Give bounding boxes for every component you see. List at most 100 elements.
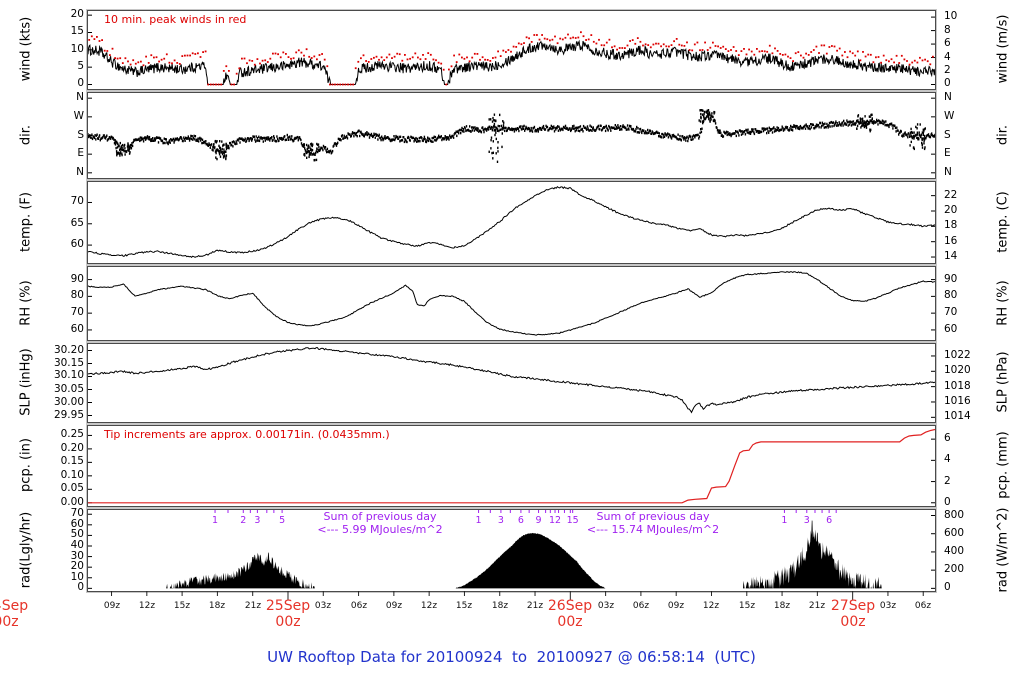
tick-label-right-rad: 600 [944, 527, 965, 539]
x-date-label-27Sep: 27Sep 00z [809, 598, 897, 630]
tick-label-right-wind: 8 [944, 24, 951, 36]
tick-label-right-slp: 1022 [944, 349, 971, 361]
pcp-tip-note: Tip increments are approx. 0.00171in. (0… [104, 428, 390, 441]
tick-label-left-wind: 20 [70, 8, 84, 20]
x-date-label-25Sep: 25Sep 00z [244, 598, 332, 630]
tick-label-left-dir: W [73, 110, 84, 122]
axis-title-left-rad: rad(Lgly/hr) [18, 511, 34, 588]
x-hour-label: 15z [173, 601, 191, 611]
tick-label-right-slp: 1018 [944, 380, 971, 392]
x-date-label-date: 25Sep [265, 598, 311, 614]
panel-rh-plot [88, 271, 935, 336]
x-hour-label: 09z [667, 601, 685, 611]
svg-text:15: 15 [567, 515, 579, 526]
tick-label-right-slp: 1016 [944, 395, 971, 407]
x-hour-label: 06z [350, 601, 368, 611]
tick-label-left-slp: 30.10 [53, 369, 84, 381]
svg-text:5: 5 [279, 515, 285, 526]
x-date-label-date: 26Sep [547, 598, 593, 614]
x-hour-label: 21z [526, 601, 544, 611]
tick-label-left-temp: 70 [70, 195, 84, 207]
x-hour-label: 18z [773, 601, 791, 611]
tick-label-right-rad: 200 [944, 563, 965, 575]
x-hour-label: 06z [914, 601, 932, 611]
x-hour-label: 21z [808, 601, 826, 611]
svg-text:3: 3 [498, 515, 504, 526]
tick-label-left-dir: S [77, 129, 84, 141]
tick-label-right-slp: 1020 [944, 364, 971, 376]
panel-temp-plot [88, 186, 935, 258]
x-hour-label: 18z [491, 601, 509, 611]
svg-text:9: 9 [536, 515, 542, 526]
x-axis [87, 590, 936, 609]
x-hour-label: 15z [455, 601, 473, 611]
svg-text:3: 3 [254, 515, 260, 526]
x-date-label-time: 00z [840, 614, 866, 630]
tick-label-right-rh: 80 [944, 289, 958, 301]
tick-label-right-dir: E [944, 147, 951, 159]
x-hour-label: 12z [420, 601, 438, 611]
tick-label-left-rad: 20 [70, 560, 84, 572]
tick-label-right-temp: 20 [944, 204, 958, 216]
svg-text:1: 1 [781, 515, 787, 526]
panel-rh [87, 266, 936, 341]
rad-sum-note-day2-line1: Sum of previous day [596, 510, 710, 523]
tick-label-left-rad: 60 [70, 518, 84, 530]
svg-text:3: 3 [804, 515, 810, 526]
panel-rad-plot: 1 2 3 5 1 3 6 9 12 15 1 3 6 [88, 510, 935, 589]
axis-title-right-slp: SLP (hPa) [995, 351, 1011, 413]
x-hour-label: 03z [597, 601, 615, 611]
tick-label-right-temp: 14 [944, 250, 958, 262]
tick-label-right-dir: S [944, 129, 951, 141]
axis-title-right-rh: RH (%) [995, 279, 1011, 326]
x-hour-label: 06z [632, 601, 650, 611]
svg-text:12: 12 [549, 515, 561, 526]
x-hour-label: 21z [244, 601, 262, 611]
rad-sum-note-day2-line2: <--- 15.74 MJoules/m^2 [586, 522, 720, 536]
axis-title-right-rad: rad (W/m^2) [995, 507, 1011, 592]
x-hour-label: 03z [879, 601, 897, 611]
axis-title-left-rh: RH (%) [18, 279, 34, 326]
x-hour-label: 12z [702, 601, 720, 611]
x-date-label-time: 00z [557, 614, 583, 630]
tick-label-right-temp: 18 [944, 219, 958, 231]
axis-title-right-dir: dir. [995, 124, 1011, 145]
x-date-label-date: 24Sep [0, 598, 29, 614]
tick-label-left-rh: 90 [70, 273, 84, 285]
tick-label-right-rad: 800 [944, 509, 965, 521]
tick-label-left-pcp: 0.05 [60, 482, 84, 494]
rad-sum-note-day1-line2: <--- 5.99 MJoules/m^2 [317, 522, 443, 536]
tick-label-left-dir: N [76, 166, 84, 178]
panel-dir-plot [88, 97, 935, 174]
x-hour-label: 18z [208, 601, 226, 611]
figure-title: UW Rooftop Data for 20100924 to 20100927… [267, 648, 756, 666]
tick-label-left-pcp: 0.20 [60, 442, 84, 454]
panel-rad: 1 2 3 5 1 3 6 9 12 15 1 3 6 [87, 509, 936, 592]
tick-label-right-wind: 4 [944, 51, 951, 63]
tick-label-left-dir: E [77, 147, 84, 159]
x-date-label-time: 00z [0, 614, 19, 630]
tick-label-left-slp: 30.00 [53, 396, 84, 408]
tick-label-left-rad: 50 [70, 528, 84, 540]
axis-title-right-temp: temp. (C) [995, 190, 1011, 253]
rad-sum-note-day2: Sum of previous day <--- 15.74 MJoules/m… [553, 510, 753, 536]
tick-label-right-temp: 22 [944, 189, 958, 201]
tick-label-left-wind: 5 [77, 60, 84, 72]
tick-label-right-dir: N [944, 166, 952, 178]
tick-label-left-rh: 60 [70, 323, 84, 335]
tick-label-left-slp: 30.05 [53, 383, 84, 395]
tick-label-right-rad: 0 [944, 581, 951, 593]
x-hour-label: 09z [385, 601, 403, 611]
x-date-label-date: 27Sep [830, 598, 876, 614]
tick-label-right-temp: 16 [944, 235, 958, 247]
panel-pcp [87, 425, 936, 507]
panel-slp-plot [88, 347, 935, 418]
x-hour-label: 12z [138, 601, 156, 611]
tick-label-left-rad: 10 [70, 571, 84, 583]
axis-title-left-pcp: pcp. (in) [18, 438, 34, 492]
svg-text:6: 6 [518, 515, 524, 526]
svg-text:1: 1 [212, 515, 218, 526]
tick-label-right-rh: 60 [944, 323, 958, 335]
tick-label-left-rh: 70 [70, 306, 84, 318]
